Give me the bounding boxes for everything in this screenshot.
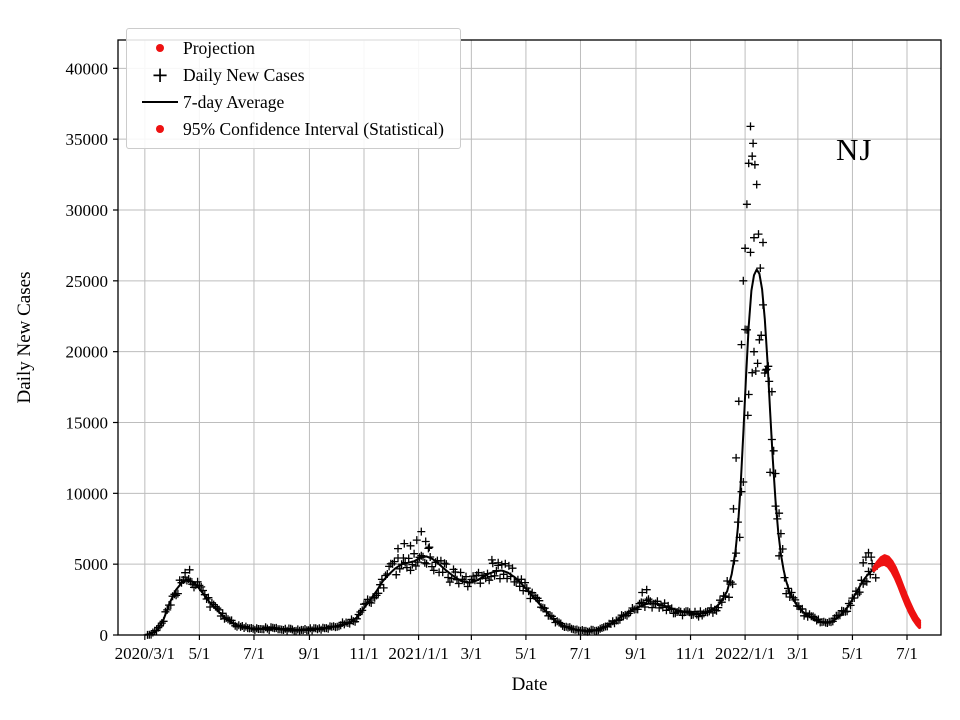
y-tick-label: 20000 (66, 343, 109, 362)
legend-marker-cell (137, 101, 183, 103)
x-tick-label: 2020/3/1 (115, 644, 175, 663)
x-tick-label: 2022/1/1 (715, 644, 775, 663)
x-tick-label: 9/1 (299, 644, 321, 663)
y-tick-label: 25000 (66, 272, 109, 291)
y-tick-label: 30000 (66, 201, 109, 220)
x-tick-label: 11/1 (676, 644, 706, 663)
red-dot-icon (156, 125, 164, 133)
legend-item-confidence-interval: 95% Confidence Interval (Statistical) (137, 117, 444, 141)
plot-frame (117, 39, 942, 636)
legend-item-projection: Projection (137, 36, 444, 60)
y-tick-label: 5000 (74, 555, 108, 574)
y-tick-label: 35000 (66, 130, 109, 149)
x-tick-label: 9/1 (625, 644, 647, 663)
legend-label-7day-average: 7-day Average (183, 91, 285, 112)
state-annotation: NJ (836, 132, 873, 167)
y-tick-label: 15000 (66, 414, 109, 433)
plus-marker-icon: + (151, 63, 169, 87)
x-tick-label: 7/1 (896, 644, 918, 663)
legend-label-daily-new-cases: Daily New Cases (183, 64, 305, 85)
x-tick-label: 5/1 (515, 644, 537, 663)
chart-legend: Projection + Daily New Cases 7-day Avera… (126, 28, 461, 149)
x-axis-label: Date (512, 674, 548, 695)
x-tick-label: 3/1 (787, 644, 809, 663)
x-tick-label: 3/1 (460, 644, 482, 663)
line-marker-icon (142, 101, 178, 103)
y-tick-label: 10000 (66, 484, 109, 503)
x-tick-label: 5/1 (189, 644, 211, 663)
legend-item-7day-average: 7-day Average (137, 90, 444, 114)
legend-item-daily-new-cases: + Daily New Cases (137, 63, 444, 87)
y-tick-label: 40000 (66, 59, 109, 78)
projection-curve-4 (872, 562, 922, 629)
y-axis-label: Daily New Cases (14, 272, 35, 404)
legend-marker-cell (137, 125, 183, 133)
legend-label-confidence-interval: 95% Confidence Interval (Statistical) (183, 118, 444, 139)
x-tick-label: 2021/1/1 (388, 644, 448, 663)
y-tick-label: 0 (100, 626, 109, 645)
x-tick-label: 5/1 (842, 644, 864, 663)
x-tick-label: 7/1 (570, 644, 592, 663)
legend-marker-cell (137, 44, 183, 52)
legend-marker-cell: + (137, 63, 183, 87)
legend-label-projection: Projection (183, 37, 255, 58)
x-tick-label: 7/1 (243, 644, 265, 663)
x-tick-label: 11/1 (349, 644, 379, 663)
red-dot-icon (156, 44, 164, 52)
